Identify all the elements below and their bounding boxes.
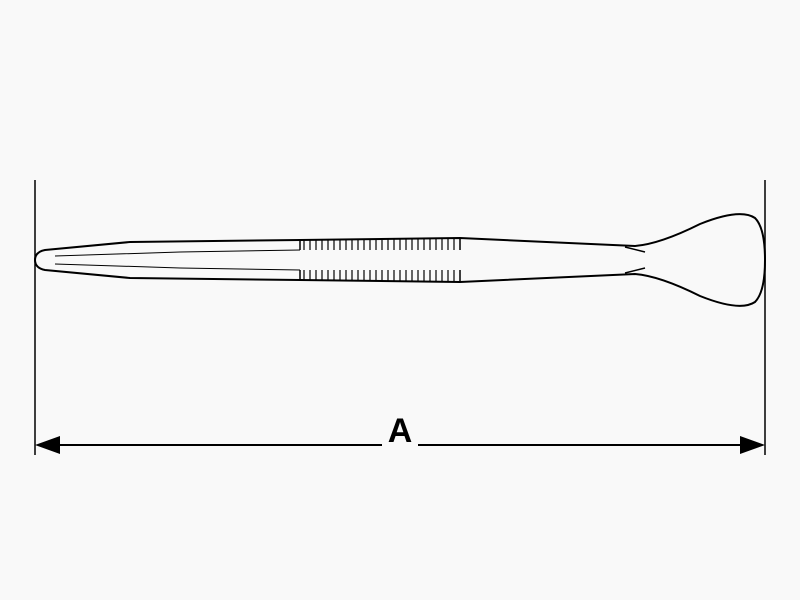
neck-fold-bottom [625,268,645,273]
tweezers-inner-line-top [55,250,300,256]
tweezers-inner-line-bottom [55,264,300,270]
dimension-label-front: A [388,412,413,450]
arrow-left [35,436,60,454]
arrow-right [740,436,765,454]
grip-hatching [304,238,454,282]
neck-fold-top [625,247,645,252]
tweezers-drawing: A A [0,0,800,600]
technical-diagram: A A [0,0,800,600]
